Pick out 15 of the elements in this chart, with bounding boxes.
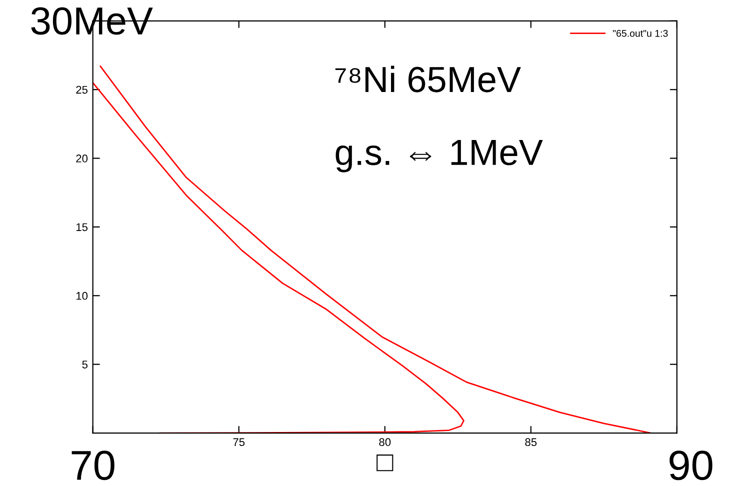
- annotation: ⁷⁸Ni 65MeV: [335, 66, 521, 92]
- y-tick-label: 5: [82, 360, 88, 368]
- annotation: 30MeV: [31, 7, 153, 35]
- legend-label: "65.out"u 1:3: [613, 30, 668, 37]
- y-tick-label: 15: [76, 223, 88, 232]
- y-tick-label: 10: [76, 292, 88, 300]
- text: 90: [670, 450, 712, 480]
- x-axis-title: □: [376, 454, 394, 472]
- x-tick-label: 80: [379, 438, 391, 446]
- annotation: g.s. ⇔ 1MeV: [336, 140, 543, 172]
- y-tick-label: 20: [76, 154, 88, 162]
- x-tick-label: 75: [233, 438, 245, 446]
- text: 70: [72, 450, 114, 480]
- x-tick-label: 85: [525, 438, 537, 446]
- y-tick-label: 25: [76, 86, 88, 94]
